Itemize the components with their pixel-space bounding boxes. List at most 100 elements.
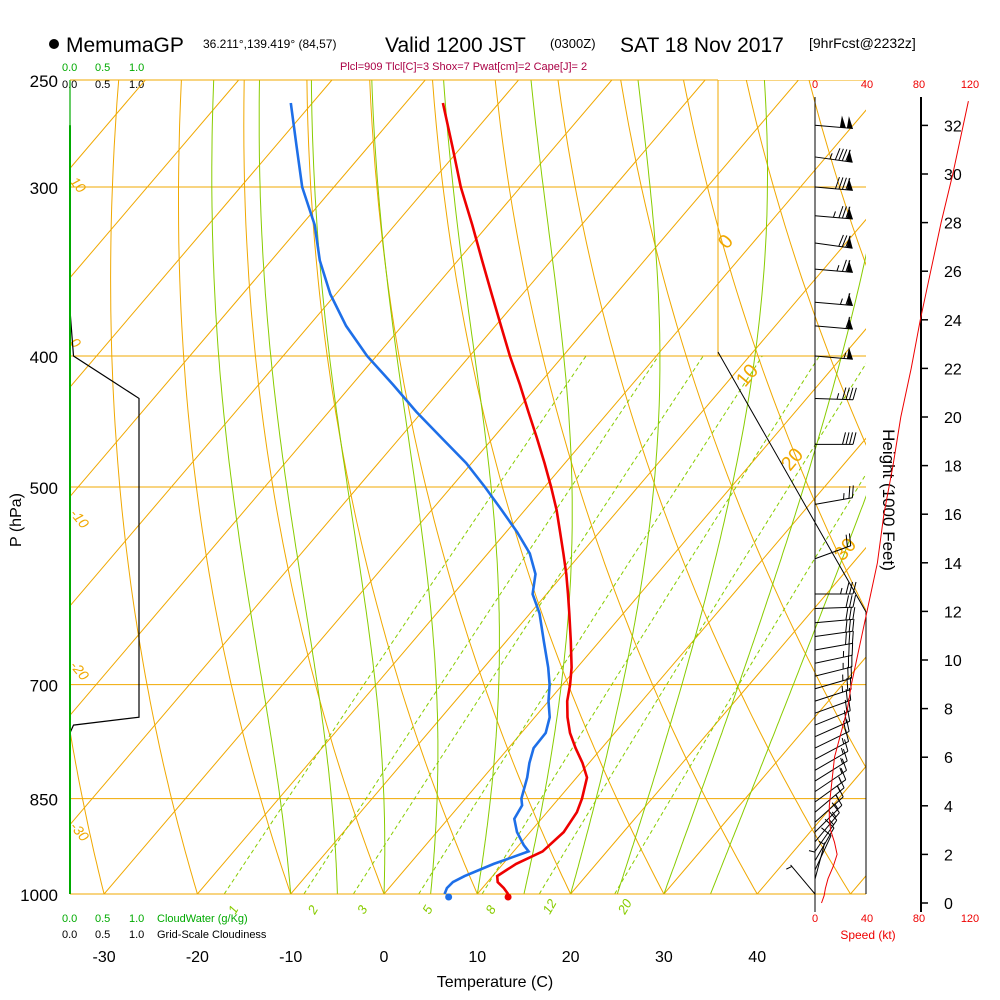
pressure-tick-300: 300 xyxy=(30,179,58,198)
dry-adiabat-10 xyxy=(306,80,478,894)
height-tick-2: 2 xyxy=(944,847,953,864)
wind-barb-400 xyxy=(814,346,853,360)
wind-barb-690 xyxy=(814,654,853,677)
barb-half xyxy=(786,865,793,870)
cw-top-0: 0.0 xyxy=(62,62,77,74)
barb-half xyxy=(839,298,843,305)
dry-adiabat--40 xyxy=(0,56,17,923)
barb-full xyxy=(845,689,848,702)
wind-barb-380 xyxy=(814,316,853,330)
mixing-ratio-label-8: 8 xyxy=(482,902,499,916)
cl-bot-0: 0.0 xyxy=(62,929,77,941)
barb-full xyxy=(852,387,857,400)
barb-full xyxy=(834,176,840,190)
height-tick-20: 20 xyxy=(944,410,962,427)
moist-adiabat--10 xyxy=(211,80,292,894)
barb-half xyxy=(843,352,847,359)
barb-full xyxy=(838,205,844,218)
barb-staff xyxy=(814,779,847,803)
barb-staff xyxy=(814,156,853,163)
isotherm--30 xyxy=(103,80,799,894)
barb-full xyxy=(848,387,854,400)
barb-staff xyxy=(814,842,826,880)
speed-scale-top: 0 40 80 120 xyxy=(812,79,979,91)
clipped-grid xyxy=(0,56,1000,923)
dry-adiabat-120 xyxy=(989,56,1000,923)
wind-barb-465 xyxy=(815,432,857,445)
barb-full xyxy=(849,581,853,595)
utc-time: (0300Z) xyxy=(550,36,596,51)
isotherm--50 xyxy=(70,80,613,716)
barb-full xyxy=(848,533,852,546)
isotherm-10 xyxy=(476,437,866,894)
mixing-ratio-3 xyxy=(352,355,704,894)
cl-top-05: 0.5 xyxy=(95,79,110,91)
dry-adiabat-110 xyxy=(927,56,1000,923)
barb-full xyxy=(838,177,844,190)
barb-full xyxy=(845,387,850,400)
height-tick-8: 8 xyxy=(944,702,953,719)
barb-staff xyxy=(814,301,853,307)
barb-full xyxy=(849,432,853,445)
barb-staff xyxy=(814,741,849,760)
speed-top-0: 0 xyxy=(812,79,818,91)
barb-full xyxy=(852,595,857,608)
barb-staff xyxy=(814,769,847,793)
barb-full xyxy=(852,581,857,595)
valid-time: Valid 1200 JST xyxy=(385,34,526,57)
top-scales: 0.0 0.5 1.0 0.0 0.5 1.0 xyxy=(62,62,144,91)
wind-barb-675 xyxy=(814,642,854,664)
barb-half xyxy=(829,153,833,160)
isotherm--80 xyxy=(70,80,333,388)
height-tick-22: 22 xyxy=(944,361,962,378)
barb-full xyxy=(846,678,849,691)
cloudiness-label: Grid-Scale Cloudiness xyxy=(157,929,267,941)
mixing-ratio-8 xyxy=(481,355,820,894)
isotherm-60 xyxy=(944,80,1000,894)
barb-half xyxy=(834,803,839,810)
barb-full xyxy=(845,619,848,633)
moist-adiabat-35 xyxy=(710,495,866,894)
barb-full xyxy=(845,729,850,742)
barb-staff xyxy=(814,186,853,191)
dry-adiabat-90 xyxy=(808,80,866,267)
barb-full xyxy=(848,485,851,499)
barb-full xyxy=(848,607,852,620)
speed-top-80: 80 xyxy=(913,79,925,91)
barb-full xyxy=(847,708,851,722)
barb-staff xyxy=(814,688,852,702)
barb-staff xyxy=(814,606,853,610)
moist-adiabat-20 xyxy=(570,80,661,894)
cl-bot-1: 1.0 xyxy=(129,929,144,941)
wind-barb-795 xyxy=(814,729,850,760)
height-tick-28: 28 xyxy=(944,216,962,233)
cloudwater-label: CloudWater (g/Kg) xyxy=(157,913,248,925)
pressure-tick-250: 250 xyxy=(30,72,58,91)
barb-half xyxy=(840,587,843,595)
barb-flag xyxy=(846,149,853,163)
barb-full xyxy=(845,293,851,306)
barb-half xyxy=(841,737,845,745)
barb-full xyxy=(848,619,851,632)
mixing-ratio-label-20: 20 xyxy=(614,896,635,918)
barb-full xyxy=(848,595,853,608)
dry-adiabat-80 xyxy=(745,80,866,446)
cl-top-1: 1.0 xyxy=(129,79,144,91)
temp-tick-20: 20 xyxy=(562,949,580,966)
isotherm--10 xyxy=(290,218,866,894)
barb-staff xyxy=(814,760,848,782)
temp-tick-10: 10 xyxy=(468,949,486,966)
barb-full xyxy=(852,432,857,445)
barb-full xyxy=(844,739,849,752)
indices-line: Plcl=909 Tlcl[C]=3 Shox=7 Pwat[cm]=2 Cap… xyxy=(340,61,587,73)
mixing-ratio-2 xyxy=(303,355,659,894)
barb-half xyxy=(836,265,840,272)
moist-adiabat--5 xyxy=(258,80,338,894)
barb-full xyxy=(841,259,847,272)
barb-full xyxy=(845,534,848,548)
moist-adiabat-10 xyxy=(443,80,500,894)
speed-top-120: 120 xyxy=(961,79,979,91)
barb-full xyxy=(842,387,847,400)
barb-full xyxy=(845,235,851,248)
y-axis-label: P (hPa) xyxy=(8,493,25,547)
